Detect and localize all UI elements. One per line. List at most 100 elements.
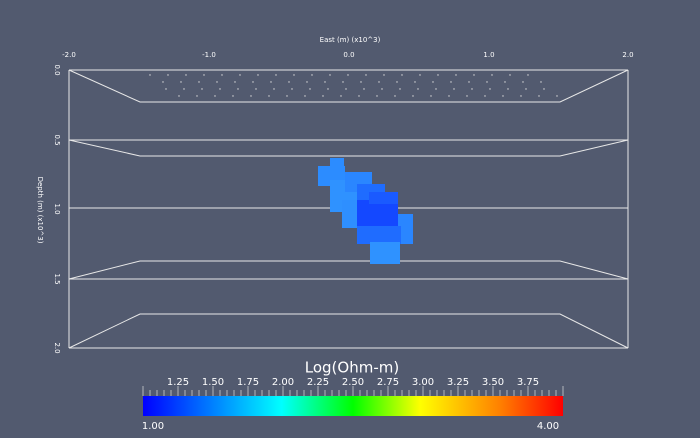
electrode — [291, 88, 293, 90]
electrode — [198, 81, 200, 83]
x-axis-title: East (m) (x10^3) — [320, 36, 381, 44]
electrode — [381, 88, 383, 90]
electrode — [183, 88, 185, 90]
colorbar-tick-label: 3.25 — [447, 377, 469, 388]
electrode — [196, 95, 198, 97]
electrode — [417, 88, 419, 90]
electrode — [507, 88, 509, 90]
electrode — [396, 81, 398, 83]
electrode — [214, 95, 216, 97]
electrode — [162, 81, 164, 83]
electrode — [293, 74, 295, 76]
electrode — [250, 95, 252, 97]
electrode — [450, 81, 452, 83]
electrode — [376, 95, 378, 97]
colorbar-max: 4.00 — [537, 421, 559, 432]
electrode — [149, 74, 151, 76]
y-tick-label: 1.0 — [53, 203, 61, 214]
colorbar-tick-label: 2.25 — [307, 377, 329, 388]
electrode — [468, 81, 470, 83]
electrode — [201, 88, 203, 90]
colorbar-tick-label: 1.75 — [237, 377, 259, 388]
electrode — [221, 74, 223, 76]
colorbar-tick-label: 3.75 — [517, 377, 539, 388]
electrode — [455, 74, 457, 76]
electrode — [540, 81, 542, 83]
electrode — [237, 88, 239, 90]
electrode — [306, 81, 308, 83]
electrode — [466, 95, 468, 97]
frame — [68, 69, 629, 349]
electrode — [414, 81, 416, 83]
electrode — [383, 74, 385, 76]
electrode — [543, 88, 545, 90]
electrode — [453, 88, 455, 90]
electrode — [288, 81, 290, 83]
x-tick-label: -2.0 — [62, 51, 76, 59]
electrode — [273, 88, 275, 90]
electrode — [360, 81, 362, 83]
y-tick-label: 0.0 — [53, 64, 61, 75]
electrode — [471, 88, 473, 90]
electrode — [347, 74, 349, 76]
resistivity-blob — [318, 158, 413, 264]
electrode — [234, 81, 236, 83]
electrode — [525, 88, 527, 90]
electrode — [412, 95, 414, 97]
colorbar-tick-label: 2.00 — [272, 377, 294, 388]
colorbar-title: Log(Ohm-m) — [305, 359, 399, 377]
colorbar-tick-label: 3.00 — [412, 377, 434, 388]
electrode — [522, 81, 524, 83]
electrode — [216, 81, 218, 83]
colorbar-min: 1.00 — [142, 421, 164, 432]
electrode — [257, 74, 259, 76]
electrode — [538, 95, 540, 97]
electrode — [232, 95, 234, 97]
electrode — [378, 81, 380, 83]
y-tick-label: 1.5 — [53, 273, 61, 284]
electrode — [203, 74, 205, 76]
electrode — [401, 74, 403, 76]
electrode — [419, 74, 421, 76]
colorbar-tick-label: 2.75 — [377, 377, 399, 388]
electrode — [185, 74, 187, 76]
electrode — [178, 95, 180, 97]
electrode — [167, 74, 169, 76]
x-tick-label: 0.0 — [343, 51, 354, 59]
electrode — [509, 74, 511, 76]
electrode — [435, 88, 437, 90]
electrode — [358, 95, 360, 97]
x-tick-label: -1.0 — [202, 51, 216, 59]
electrode — [527, 74, 529, 76]
electrode — [504, 81, 506, 83]
electrode — [340, 95, 342, 97]
y-axis-title: Depth (m) (x10^3) — [36, 177, 44, 244]
electrode — [275, 74, 277, 76]
y-tick-label: 0.5 — [53, 134, 61, 145]
electrode — [180, 81, 182, 83]
electrode — [304, 95, 306, 97]
electrode — [484, 95, 486, 97]
electrode — [311, 74, 313, 76]
electrode — [239, 74, 241, 76]
electrode — [491, 74, 493, 76]
electrode — [270, 81, 272, 83]
electrode — [365, 74, 367, 76]
electrode — [219, 88, 221, 90]
electrode — [502, 95, 504, 97]
electrode — [556, 95, 558, 97]
electrode — [473, 74, 475, 76]
electrode — [430, 95, 432, 97]
colorbar — [143, 396, 563, 416]
colorbar-tick-label: 3.50 — [482, 377, 504, 388]
electrode — [363, 88, 365, 90]
electrode — [324, 81, 326, 83]
electrode — [286, 95, 288, 97]
electrode — [268, 95, 270, 97]
electrode — [255, 88, 257, 90]
electrode — [520, 95, 522, 97]
colorbar-tick-label: 2.50 — [342, 377, 364, 388]
electrode — [342, 81, 344, 83]
electrode — [327, 88, 329, 90]
